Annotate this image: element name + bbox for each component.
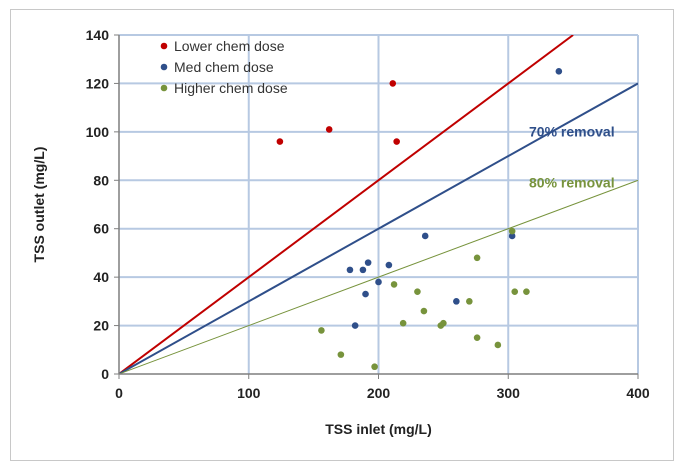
reference-line (119, 82, 638, 374)
axes (114, 34, 639, 379)
reference-line (119, 179, 638, 374)
data-point (371, 363, 378, 371)
y-tick-label: 120 (86, 75, 110, 91)
data-point (276, 138, 284, 145)
x-tick-label: 0 (115, 385, 123, 401)
data-point (494, 341, 502, 349)
y-tick-label: 40 (93, 269, 109, 285)
data-point (393, 138, 400, 145)
grid (119, 34, 639, 374)
legend-label: Lower chem dose (174, 38, 285, 54)
data-point (389, 80, 397, 87)
legend-marker (160, 42, 168, 50)
y-tick-label: 60 (93, 221, 109, 237)
y-tick-label: 100 (86, 124, 110, 140)
data-point (466, 298, 473, 305)
data-point (523, 288, 530, 295)
data-point (364, 259, 372, 266)
y-tick-label: 140 (86, 27, 110, 43)
data-point (385, 261, 393, 269)
reference-lines (119, 35, 638, 374)
y-tick-label: 0 (101, 366, 109, 382)
data-point (508, 232, 516, 240)
data-point (359, 266, 367, 274)
data-point (325, 126, 333, 133)
data-point (555, 68, 563, 75)
data-point (508, 227, 516, 235)
data-point (346, 266, 354, 274)
data-point (337, 351, 345, 358)
x-tick-label: 400 (626, 385, 650, 401)
legend-marker (160, 63, 168, 71)
data-point (420, 307, 428, 315)
data-point (351, 322, 359, 329)
y-tick-label: 80 (93, 172, 109, 188)
data-point (414, 288, 421, 295)
data-point (362, 290, 369, 298)
data-point (453, 298, 460, 305)
legend-label: Med chem dose (174, 59, 274, 75)
data-point (318, 327, 325, 334)
legend-marker (160, 84, 168, 92)
data-points (276, 68, 563, 371)
data-point (473, 254, 481, 262)
x-tick-label: 300 (497, 385, 521, 401)
reference-line (119, 35, 574, 374)
y-axis-label: TSS outlet (mg/L) (31, 147, 47, 263)
x-axis-label: TSS inlet (mg/L) (325, 421, 432, 437)
data-point (390, 281, 398, 288)
data-point (440, 319, 447, 327)
data-point (375, 278, 382, 286)
data-point (399, 319, 407, 327)
reference-line-label: 80% removal (529, 175, 615, 191)
annotations: 70% removal 80% removal (529, 124, 615, 191)
data-point (511, 288, 519, 295)
legend: Lower chem dose Med chem dose Higher chem … (160, 38, 288, 96)
legend-label: Higher chem dose (174, 80, 288, 96)
data-point (473, 334, 481, 341)
reference-line-label: 70% removal (529, 124, 615, 140)
y-tick-label: 20 (93, 318, 109, 334)
data-point (421, 232, 429, 240)
chart-frame (10, 9, 674, 461)
x-tick-label: 200 (367, 385, 391, 401)
x-tick-label: 100 (237, 385, 261, 401)
tick-labels: 0 20 40 60 80 100 120 140 0 100 200 300 400 (86, 27, 650, 401)
